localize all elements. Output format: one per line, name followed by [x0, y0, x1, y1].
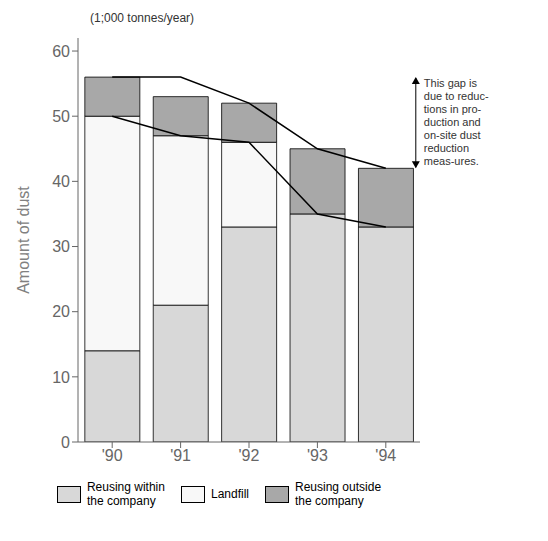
- svg-text:60: 60: [52, 43, 70, 60]
- html-text:Reusing outside the company: Reusing outside the company: [295, 480, 382, 508]
- svg-text:Amount of dust: Amount of dust: [15, 186, 32, 294]
- svg-text:'91: '91: [170, 447, 191, 464]
- svg-text:'90: '90: [102, 447, 123, 464]
- html-text:Reusing within the company: Reusing within the company: [86, 480, 165, 508]
- svg-text:40: 40: [52, 173, 70, 190]
- svg-text:50: 50: [52, 108, 70, 125]
- html-text:(1;000 tonnes/year): (1;000 tonnes/year): [90, 11, 195, 25]
- svg-text:30: 30: [52, 238, 70, 255]
- svg-text:This gap isdue to reduc-tions: This gap isdue to reduc-tions in pro-duc…: [424, 77, 489, 167]
- svg-text:'92: '92: [239, 447, 260, 464]
- svg-text:0: 0: [61, 434, 70, 451]
- svg-text:'94: '94: [375, 447, 396, 464]
- html-text:Landfill: Landfill: [211, 487, 249, 501]
- svg-text:20: 20: [52, 303, 70, 320]
- svg-text:10: 10: [52, 369, 70, 386]
- svg-text:'93: '93: [307, 447, 328, 464]
